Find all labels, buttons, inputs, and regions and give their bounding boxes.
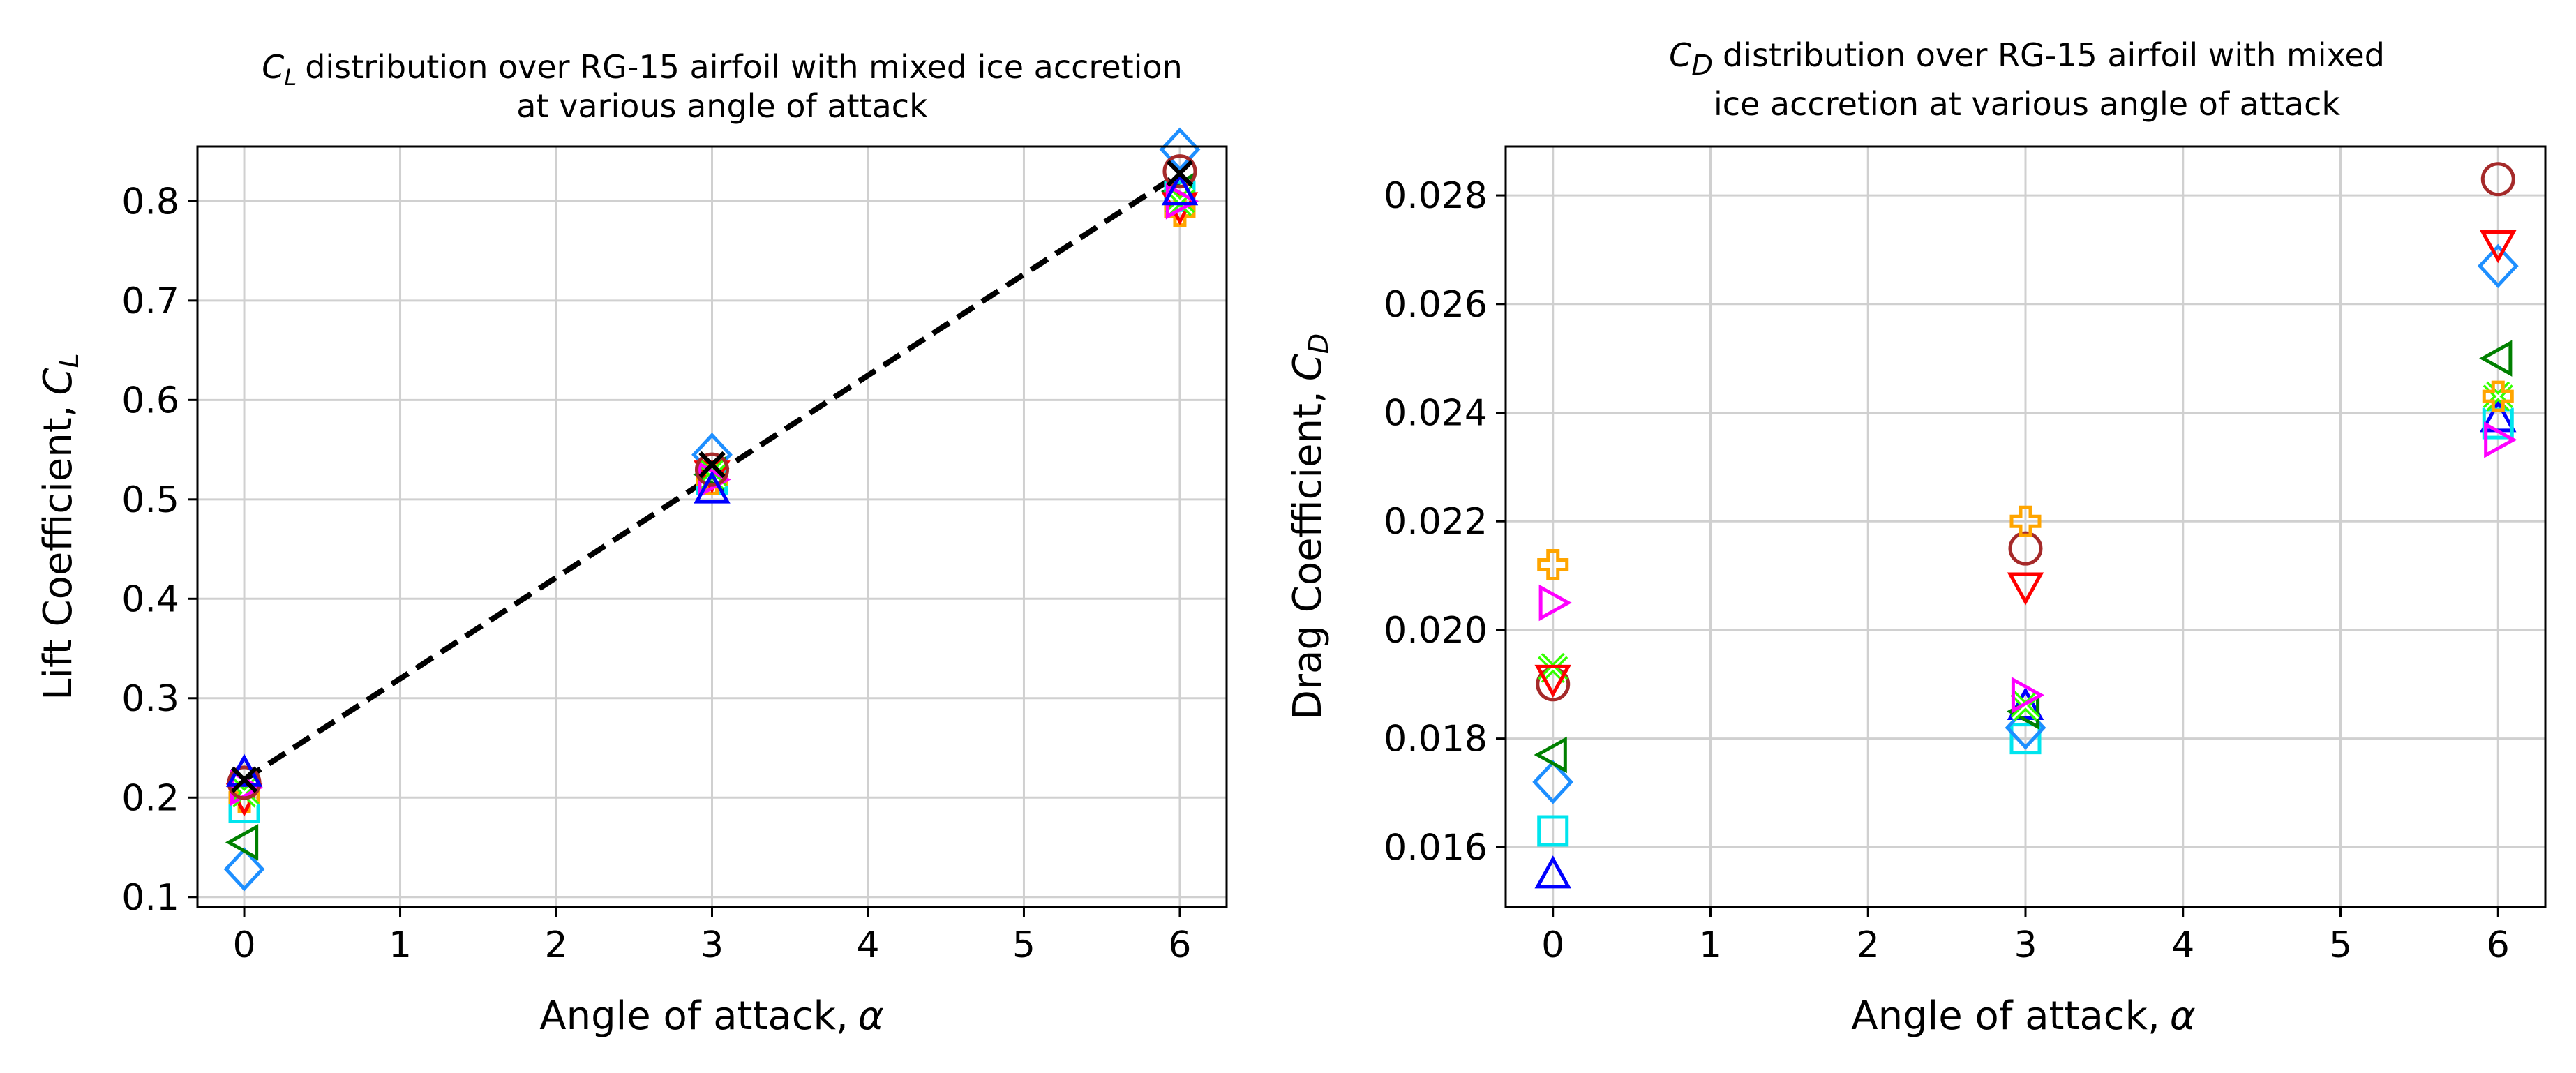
cd-point-plus: [1537, 549, 1569, 580]
cd-y-tick-label: 0.028: [1384, 175, 1488, 217]
cd-point-x-thick-inner: [2485, 383, 2512, 410]
cl-y-tick-label: 0.4: [121, 578, 179, 620]
cl-point-triangle-left: [225, 824, 259, 861]
cl-point-triangle-up: [694, 470, 731, 504]
cd-y-tick-label: 0.018: [1384, 719, 1488, 760]
cd-point-triangle-down: [2007, 572, 2044, 606]
cd-y-tick-label: 0.016: [1384, 827, 1488, 869]
cd-point-plus: [2009, 505, 2042, 537]
cd-y-tick-label: 0.020: [1384, 610, 1488, 652]
cl-x-axis-label: Angle of attack, α: [539, 993, 884, 1039]
cd-y-axis-label: Drag Coefficient,CD: [1285, 333, 1334, 720]
cd-point-triangle-right: [2011, 677, 2045, 714]
cl-x-tick-label: 2: [544, 924, 567, 966]
cl-y-tick-label: 0.5: [121, 479, 179, 521]
cd-x-tick-label: 5: [2329, 924, 2352, 966]
cl-points: [223, 127, 1201, 892]
cl-chart: CL distribution over RG-15 airfoil with m…: [36, 48, 1228, 1039]
cl-point-circle: [1162, 154, 1197, 189]
cd-y-tick-label: 0.026: [1384, 284, 1488, 326]
cd-point-diamond: [1532, 760, 1574, 804]
cd-point-diamond: [2477, 243, 2519, 288]
cd-x-tick-label: 6: [2487, 924, 2510, 966]
cd-chart: CD distribution over RG-15 airfoil with m…: [1285, 36, 2547, 1039]
cl-point-circle: [695, 452, 729, 487]
cl-y-tick-label: 0.8: [121, 181, 179, 223]
cd-point-triangle-right: [2484, 421, 2517, 458]
cl-point-x: [1166, 160, 1194, 187]
cd-point-triangle-up: [1534, 855, 1571, 889]
cl-y-tick-label: 0.2: [121, 777, 179, 819]
cl-y-axis-label: Lift Coefficient,CL: [36, 353, 84, 700]
cl-grid: [197, 147, 1227, 907]
cd-point-triangle-down: [2480, 230, 2517, 264]
cl-point-triangle-up: [1161, 172, 1199, 206]
cl-x-tick-label: 4: [856, 924, 879, 966]
cd-point-plus: [2482, 380, 2514, 412]
cl-point-diamond: [1159, 127, 1201, 172]
cd-point-circle: [2008, 531, 2043, 566]
cd-ticks: 0 1 2 3 4 5 6 0.016 0.018 0.020 0.022 0.024 0.026 0.0…: [1384, 175, 2510, 966]
cd-point-triangle-right: [1538, 584, 1572, 622]
cd-x-tick-label: 2: [1857, 924, 1880, 966]
cd-point-circle: [2480, 162, 2515, 197]
cd-x-tick-label: 3: [2014, 924, 2037, 966]
cl-chart-title: CL distribution over RG-15 airfoil with m…: [262, 48, 1183, 91]
cl-x-tick-label: 0: [232, 924, 255, 966]
cl-y-tick-label: 0.3: [121, 678, 179, 720]
cl-y-tick-label: 0.6: [121, 380, 179, 421]
cd-point-square: [1537, 815, 1569, 847]
cd-y-tick-label: 0.024: [1384, 393, 1488, 435]
cl-point-diamond: [223, 847, 265, 892]
cd-grid: [1506, 147, 2545, 907]
cd-chart-title: CD distribution over RG-15 airfoil with m…: [1669, 36, 2385, 82]
cd-x-axis-label: Angle of attack, α: [1851, 993, 2196, 1039]
cd-chart-title-line2: ice accretion at various angle of attack: [1714, 85, 2340, 123]
cl-point-x: [698, 451, 726, 479]
cl-point-x: [230, 766, 258, 793]
cl-chart-title-line2: at various angle of attack: [516, 87, 928, 125]
cd-x-tick-label: 4: [2171, 924, 2194, 966]
cd-x-tick-label: 0: [1541, 924, 1564, 966]
cd-x-tick-label: 1: [1699, 924, 1722, 966]
cd-point-triangle-down: [1534, 664, 1571, 698]
cl-x-tick-label: 5: [1012, 924, 1035, 966]
cd-point-triangle-left: [2479, 340, 2513, 377]
cd-point-triangle-left: [1534, 736, 1567, 774]
cl-x-tick-label: 6: [1168, 924, 1191, 966]
cl-x-tick-label: 3: [701, 924, 724, 966]
cd-points: [1532, 162, 2519, 889]
cd-point-square: [2009, 723, 2042, 755]
cl-y-tick-label: 0.1: [121, 877, 179, 919]
cl-x-tick-label: 1: [389, 924, 412, 966]
cl-y-tick-label: 0.7: [121, 280, 179, 322]
cd-y-tick-label: 0.022: [1384, 501, 1488, 543]
cl-ticks: 0 1 2 3 4 5 6 0.1 0.2 0.3 0.4 0.5 0.6 0.7 0.8: [121, 181, 1191, 966]
